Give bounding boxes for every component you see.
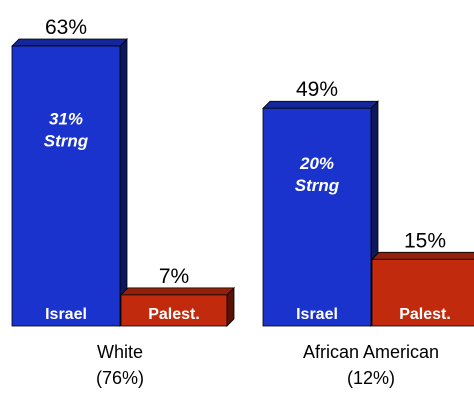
group2-israel-inner-label-1: 20% [299,154,334,173]
group1-palest-series-label: Palest. [148,306,200,323]
group1-israel-series-label: Israel [45,306,87,323]
group2-category-share-label: (12%) [347,368,395,388]
group2-palest-bar [371,258,474,327]
group1-israel-inner-label-2: Strng [44,131,89,150]
group2-israel-bar [262,107,372,327]
group2-palest-series-label: Palest. [399,306,451,323]
group2-palest-bar-top [371,251,474,260]
group2-category-label: African American [303,342,439,362]
group2-israel-bar-top [262,100,379,109]
group1-category-share-label: (76%) [96,368,144,388]
group2-israel-value-label: 49% [296,78,338,101]
group2-israel-inner-label-2: Strng [295,176,340,195]
group1-category-label: White [97,342,143,362]
group1-israel-bar-side [119,38,128,327]
group1-israel-inner-label-1: 31% [49,109,83,128]
labels-layer: 63% Israel 31% Strng 7% Palest. White (76%) 49% I… [44,16,451,388]
group1-israel-bar-top [11,38,128,47]
group1-palest-bar-top [120,287,235,296]
group2-palest-value-label: 15% [404,229,446,252]
group1-palest-bar [120,294,228,327]
group1-israel-value-label: 63% [45,16,87,39]
group1-israel-bar [11,45,121,327]
group1-palest-value-label: 7% [159,265,189,288]
bars-layer [11,38,474,327]
group2-israel-series-label: Israel [296,306,338,323]
